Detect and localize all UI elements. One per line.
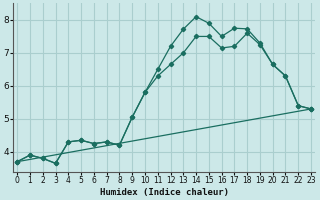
X-axis label: Humidex (Indice chaleur): Humidex (Indice chaleur): [100, 188, 228, 197]
